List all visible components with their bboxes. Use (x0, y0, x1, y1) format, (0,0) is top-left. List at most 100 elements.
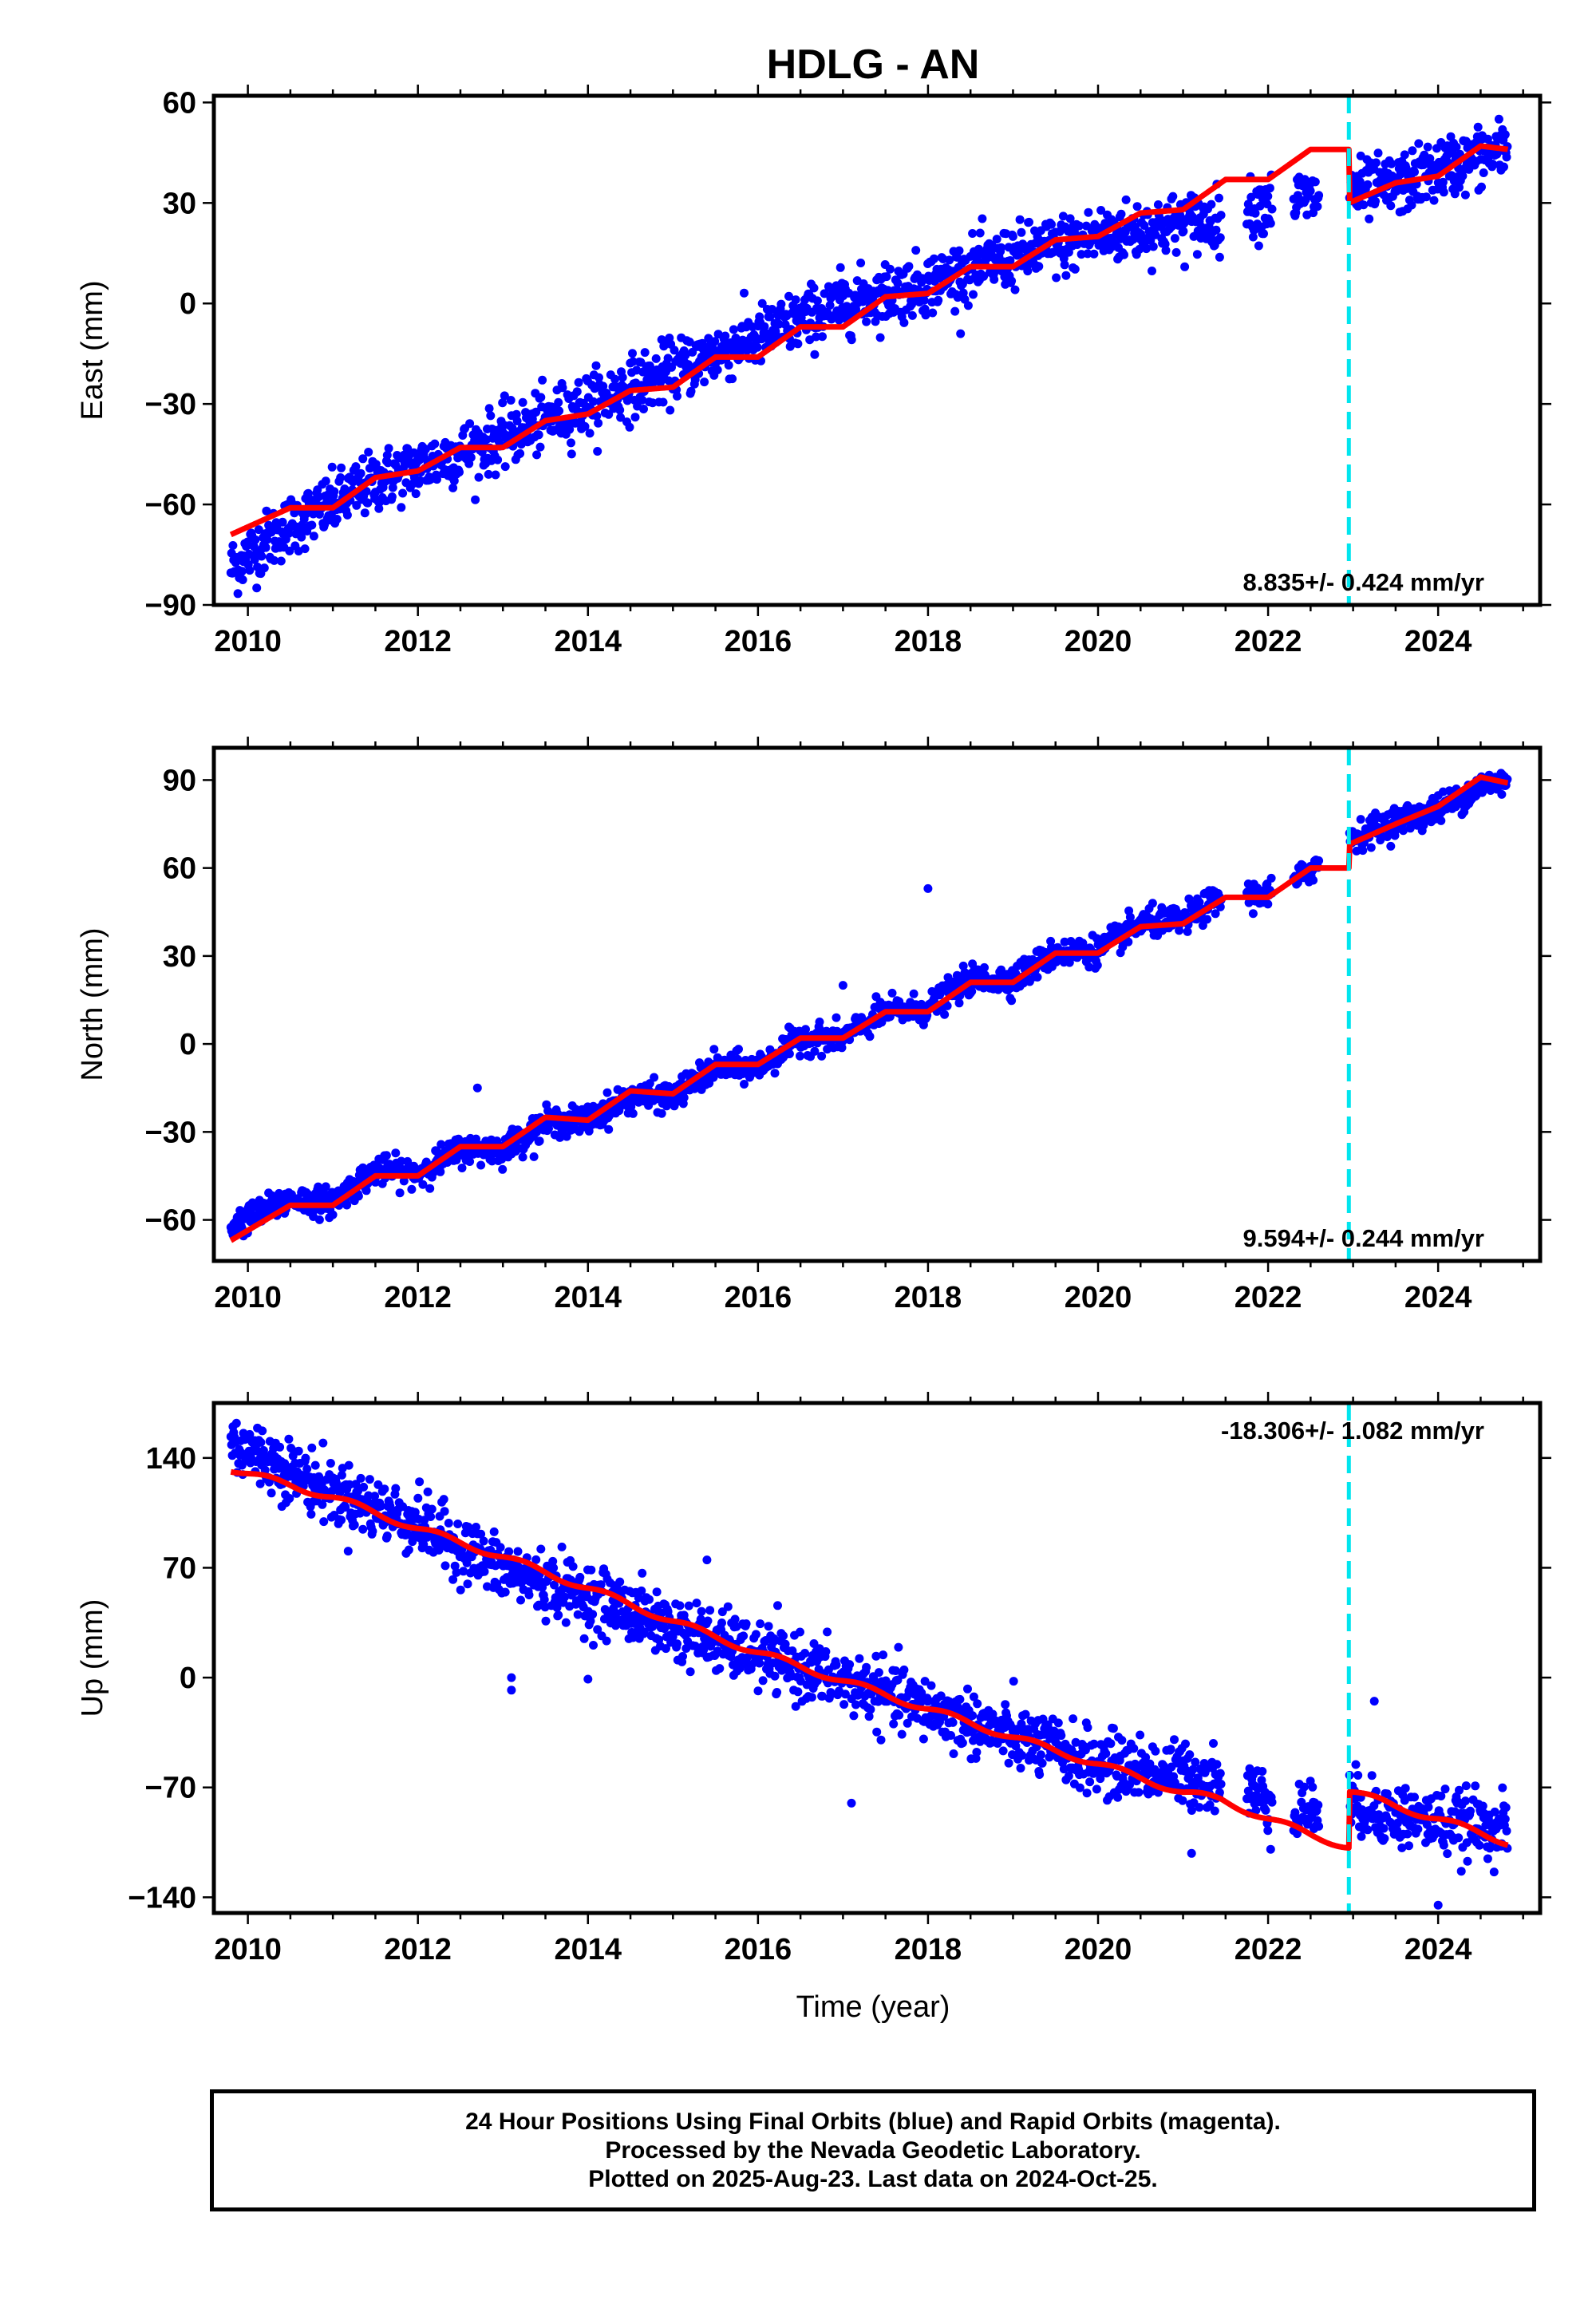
data-point (500, 1587, 510, 1597)
data-point (256, 1437, 266, 1447)
data-point (326, 1459, 335, 1468)
data-point (327, 462, 337, 472)
data-point (1075, 221, 1084, 231)
data-point (928, 308, 938, 318)
data-point (968, 229, 978, 238)
data-point (909, 989, 918, 998)
data-point (594, 418, 603, 428)
data-point (1363, 180, 1373, 189)
velocity-rate-label: 8.835+/- 0.424 mm/yr (1243, 568, 1484, 596)
data-point (1113, 1792, 1123, 1802)
y-tick-label: −60 (145, 488, 196, 522)
data-point (1263, 899, 1273, 909)
data-point (839, 1700, 849, 1709)
data-point (448, 483, 458, 492)
data-point (340, 484, 350, 494)
data-point (1314, 856, 1324, 865)
data-point (800, 1649, 810, 1658)
data-point (1060, 937, 1069, 947)
data-point (670, 346, 679, 355)
data-point (352, 500, 361, 510)
data-point (812, 332, 821, 342)
outlier-point (923, 883, 933, 893)
data-point (1160, 239, 1170, 249)
data-point (306, 1509, 316, 1519)
data-point (731, 334, 741, 342)
data-point (697, 1607, 706, 1616)
data-point (572, 387, 582, 397)
x-tick-label: 2022 (1235, 1281, 1302, 1314)
data-point (1085, 1777, 1095, 1787)
data-point (415, 1477, 425, 1487)
data-point (1195, 898, 1204, 907)
data-point (956, 329, 966, 338)
data-point (1121, 195, 1131, 204)
data-point (254, 525, 263, 535)
data-point (1473, 122, 1483, 132)
data-point (318, 1438, 328, 1448)
data-point (715, 1664, 725, 1674)
data-point (1259, 229, 1268, 239)
data-point (1070, 264, 1080, 274)
data-point (1215, 233, 1225, 243)
data-point (252, 583, 262, 593)
data-point (404, 1545, 413, 1555)
data-point (784, 291, 793, 301)
data-point (1005, 256, 1015, 265)
data-point (1359, 200, 1369, 210)
data-point (773, 1601, 782, 1611)
data-point (1170, 234, 1179, 243)
y-tick-label: −90 (145, 589, 196, 622)
data-point (557, 1542, 567, 1551)
data-point (476, 1160, 486, 1170)
data-point (615, 1577, 625, 1587)
data-point (536, 393, 546, 402)
data-point (1499, 162, 1508, 172)
data-point (930, 254, 938, 263)
x-tick-label: 2020 (1065, 1281, 1132, 1314)
data-point (810, 1046, 820, 1056)
x-tick-label: 2010 (214, 1281, 282, 1314)
data-point (411, 489, 421, 499)
data-point (391, 1484, 401, 1493)
data-point (1035, 1770, 1045, 1779)
data-point (356, 1473, 365, 1483)
data-point (845, 1660, 855, 1670)
data-point (1010, 285, 1020, 294)
data-point (455, 468, 464, 477)
data-point (350, 1520, 359, 1530)
data-point (358, 1524, 368, 1534)
data-point (425, 1184, 435, 1193)
data-point (942, 1001, 952, 1010)
data-point (945, 255, 954, 265)
data-point (616, 413, 626, 422)
data-point (1108, 1724, 1118, 1733)
data-point (926, 1681, 936, 1690)
data-point (488, 1156, 497, 1166)
data-point (574, 377, 583, 387)
data-point (1179, 227, 1188, 236)
data-point (1452, 142, 1461, 152)
data-point (921, 310, 930, 320)
data-point (1048, 247, 1057, 257)
data-point (990, 275, 999, 284)
data-point (516, 449, 525, 458)
data-point (465, 1157, 475, 1166)
data-point (407, 1184, 417, 1194)
data-point (549, 1563, 559, 1573)
data-point (397, 1156, 406, 1166)
data-point (310, 1460, 320, 1470)
data-point (872, 1727, 882, 1737)
data-point (233, 589, 243, 599)
data-point (604, 409, 614, 419)
data-point (398, 488, 408, 498)
data-point (1266, 219, 1275, 228)
data-point (498, 1164, 508, 1174)
data-point (1153, 200, 1163, 209)
data-point (463, 1579, 472, 1589)
data-point (1421, 192, 1431, 202)
data-point (721, 331, 730, 341)
velocity-rate-label: 9.594+/- 0.244 mm/yr (1243, 1224, 1484, 1252)
data-point (575, 1572, 585, 1582)
x-tick-label: 2016 (725, 625, 792, 658)
